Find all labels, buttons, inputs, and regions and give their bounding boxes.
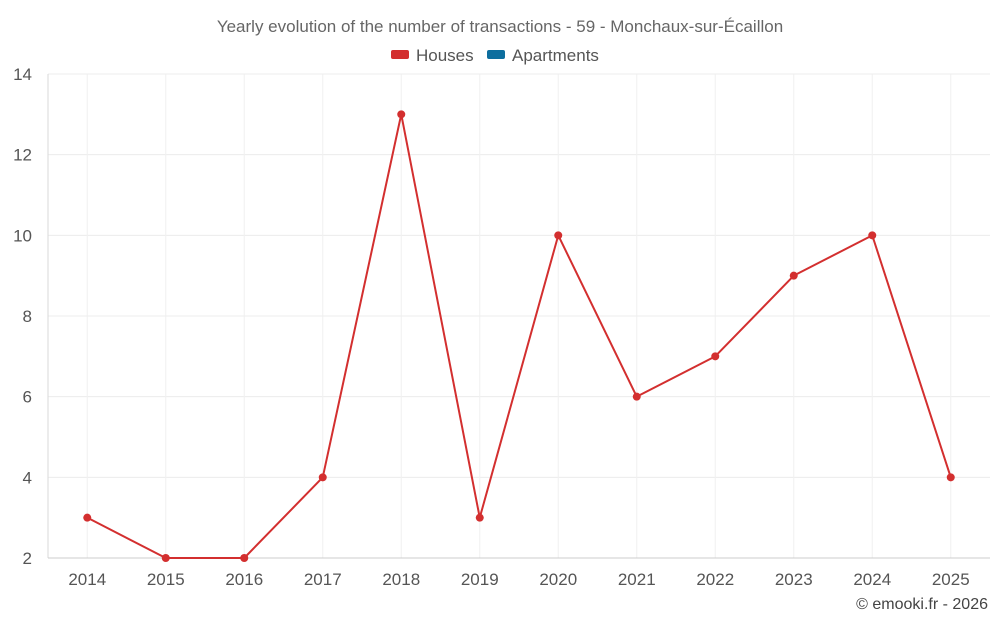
- data-point-houses[interactable]: [789, 271, 798, 280]
- x-tick-label: 2022: [696, 570, 734, 589]
- y-tick-label: 2: [23, 549, 32, 568]
- data-point-houses[interactable]: [475, 513, 484, 522]
- x-tick-label: 2018: [382, 570, 420, 589]
- x-tick-label: 2016: [225, 570, 263, 589]
- axes: 2 4 6 8 10 12 14 2014 2015 2016 2017 2018 2019 2020 20…: [13, 65, 990, 589]
- data-point-houses[interactable]: [240, 554, 249, 562]
- data-point-houses[interactable]: [318, 473, 327, 482]
- y-tick-label: 8: [23, 307, 32, 326]
- y-tick-label: 10: [13, 226, 32, 245]
- x-tick-label: 2015: [147, 570, 185, 589]
- legend[interactable]: Houses Apartments: [391, 46, 599, 65]
- x-tick-label: 2023: [775, 570, 813, 589]
- x-tick-label: 2025: [932, 570, 970, 589]
- legend-swatch-apartments[interactable]: [487, 50, 505, 59]
- data-point-houses[interactable]: [868, 231, 877, 240]
- legend-label-apartments[interactable]: Apartments: [512, 46, 599, 65]
- x-tick-label: 2024: [853, 570, 891, 589]
- data-point-houses[interactable]: [397, 110, 406, 119]
- x-tick-label: 2014: [68, 570, 106, 589]
- x-tick-label: 2021: [618, 570, 656, 589]
- data-point-houses[interactable]: [83, 513, 92, 522]
- data-point-houses[interactable]: [632, 392, 641, 401]
- y-tick-label: 6: [23, 388, 32, 407]
- data-point-houses[interactable]: [161, 554, 170, 562]
- chart-title: Yearly evolution of the number of transa…: [217, 17, 783, 36]
- series-layer: [83, 110, 955, 562]
- y-tick-label: 4: [23, 468, 32, 487]
- x-tick-label: 2017: [304, 570, 342, 589]
- legend-label-houses[interactable]: Houses: [416, 46, 474, 65]
- grid: [48, 73, 990, 558]
- data-point-houses[interactable]: [554, 231, 563, 240]
- series-line-houses: [86, 113, 952, 559]
- y-tick-label: 14: [13, 65, 32, 84]
- data-point-houses[interactable]: [946, 473, 955, 482]
- data-point-houses[interactable]: [711, 352, 720, 361]
- y-tick-label: 12: [13, 146, 32, 165]
- legend-swatch-houses[interactable]: [391, 50, 409, 59]
- x-tick-label: 2020: [539, 570, 577, 589]
- credit-text: © emooki.fr - 2026: [856, 596, 988, 613]
- x-tick-label: 2019: [461, 570, 499, 589]
